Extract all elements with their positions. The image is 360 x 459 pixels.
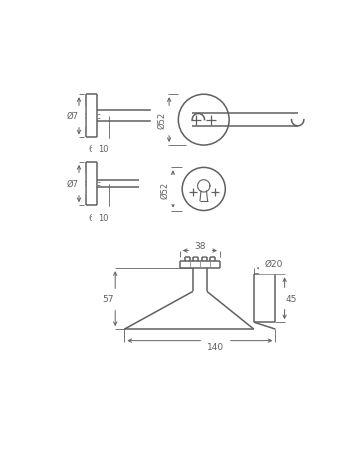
Text: 45: 45 [286,294,297,303]
Text: Ø7: Ø7 [66,112,78,121]
Text: Ø20: Ø20 [265,259,283,268]
Text: Ø52: Ø52 [157,112,166,129]
Text: 140: 140 [207,342,224,352]
Text: 6: 6 [89,145,94,154]
Text: Ø52: Ø52 [161,181,170,198]
Text: 57: 57 [103,295,114,303]
Text: Ø7: Ø7 [66,179,78,189]
Text: 10: 10 [98,145,108,154]
Text: 10: 10 [98,213,108,223]
Text: 6: 6 [89,213,94,223]
Text: 38: 38 [194,241,206,250]
